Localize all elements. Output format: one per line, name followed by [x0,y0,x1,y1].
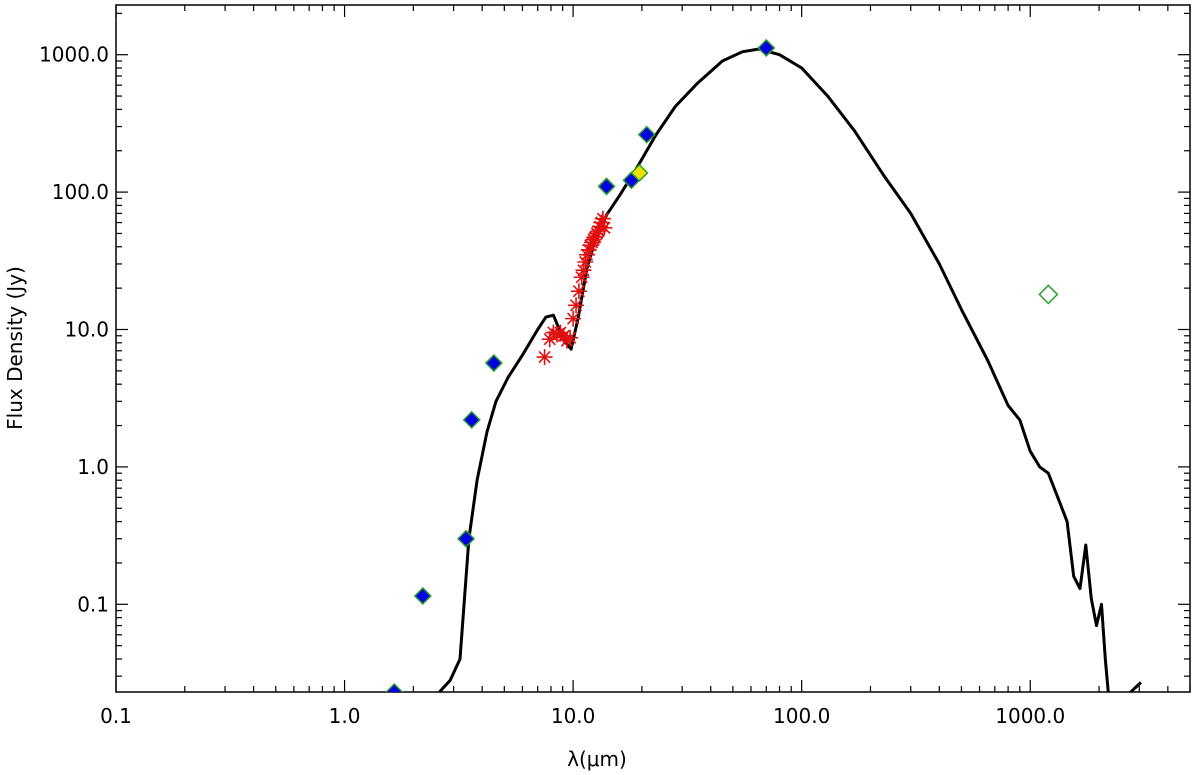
y-tick-label: 1.0 [77,455,109,479]
plot-frame [115,4,1191,693]
spectrum-point [565,310,582,327]
x-tick-label: 0.1 [100,704,132,728]
x-tick-label: 1.0 [329,704,361,728]
spectrum-point [596,219,613,236]
y-tick-label: 10.0 [64,318,109,342]
y-tick-label: 100.0 [52,180,109,204]
photometry-point [630,163,649,182]
y-ticks: 0.1 1.0 10.0 100.0 1000.0 [39,12,1190,677]
open-diamond-point [1038,284,1059,305]
spectrum-point [562,329,579,346]
photometry-point [413,586,432,606]
photometry-point [597,177,616,196]
photometry-point [757,38,776,57]
photometry-point [385,682,404,692]
y-tick-label: 1000.0 [39,43,109,67]
model-sed-line [1128,681,1142,692]
x-tick-label: 1000.0 [995,704,1065,728]
spectrum-point [577,253,594,270]
series-layer [385,38,1142,692]
x-axis-label: λ(μm) [567,747,627,771]
photometry-point [484,353,503,373]
photometry-point [462,410,481,429]
x-tick-label: 100.0 [773,704,830,728]
spectrum-point [568,297,585,314]
spectrum-point [570,283,587,300]
photometry-point [456,529,476,548]
y-tick-label: 0.1 [77,592,109,616]
x-tick-label: 10.0 [551,704,596,728]
plot-border [115,4,1191,693]
photometry-point [637,125,656,144]
y-axis-label: Flux Density (Jy) [3,266,27,430]
plot-area [385,38,1142,692]
x-ticks: 0.1 1.0 10.0 100.0 1000.0 [100,5,1191,728]
spectrum-point [536,349,553,366]
model-sed-line [438,47,1110,692]
